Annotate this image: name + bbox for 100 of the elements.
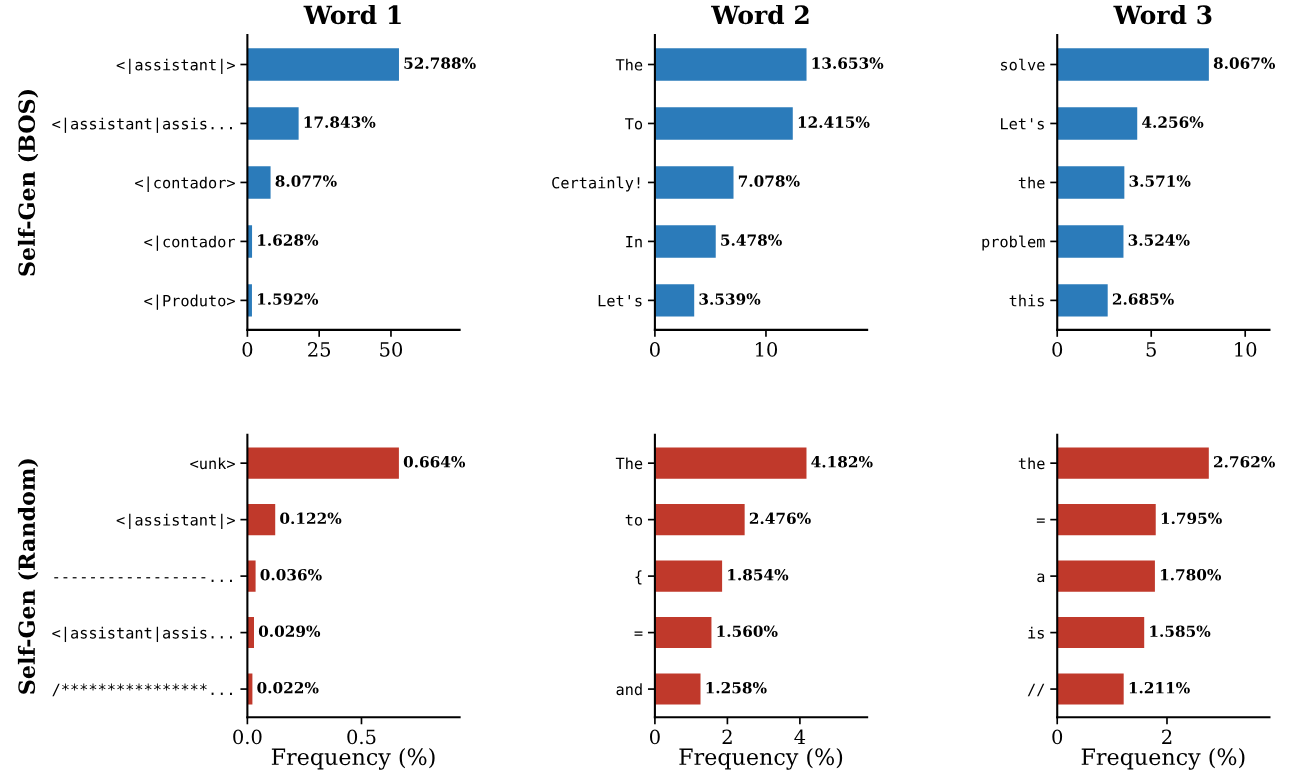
data-label: 4.182% (811, 456, 873, 468)
bar (1057, 617, 1145, 649)
y-tick-label: Let's (1001, 118, 1044, 130)
x-tick-label: 2 (722, 729, 732, 744)
data-label: 17.843% (304, 116, 376, 128)
x-tick-label: 0 (650, 729, 660, 745)
bar (1057, 560, 1155, 592)
x-tick-label: 10 (755, 342, 778, 357)
bar (1057, 107, 1138, 140)
y-tick-label: the (1018, 457, 1045, 470)
y-tick-label: <|assistant|> (116, 58, 235, 74)
x-tick-label: 50 (380, 342, 403, 357)
y-tick-label: <|assistant|> (116, 513, 235, 530)
y-tick-label: In (626, 236, 642, 248)
data-label: 3.571% (1129, 175, 1191, 187)
y-tick-label: Let's (598, 295, 642, 307)
x-tick-label: 0.5 (347, 729, 376, 745)
data-label: 5.478% (721, 234, 782, 246)
data-label: 0.036% (260, 568, 322, 581)
data-label: 8.067% (1213, 57, 1276, 69)
x-axis-title: Frequency (%) (1081, 747, 1245, 770)
data-label: 2.685% (1112, 293, 1174, 305)
data-label: 12.415% (798, 116, 870, 128)
bar (1057, 504, 1156, 536)
y-tick-label: this (1009, 294, 1044, 307)
x-tick-label: 0 (1052, 729, 1063, 745)
data-label: 1.780% (1160, 568, 1222, 581)
data-label: 1.560% (717, 625, 778, 638)
data-label: 0.664% (403, 456, 466, 468)
data-label: 1.854% (728, 568, 789, 581)
bar (1057, 225, 1124, 258)
data-label: 4.256% (1142, 116, 1204, 128)
y-tick-label: a (1037, 573, 1045, 583)
y-tick-label: // (1027, 683, 1045, 697)
data-label: 3.539% (699, 293, 761, 305)
bar (654, 560, 723, 592)
data-label: 0.022% (257, 681, 319, 694)
data-label: 8.077% (275, 175, 337, 187)
data-label: 13.653% (812, 57, 884, 69)
y-tick-label: The (615, 457, 643, 470)
data-label: 1.258% (706, 681, 767, 694)
data-label: 0.029% (258, 625, 321, 638)
y-tick-label: To (625, 118, 643, 130)
bar (654, 284, 695, 317)
data-label: 2.762% (1213, 456, 1275, 468)
data-label: 1.592% (257, 293, 319, 305)
bar (247, 560, 256, 592)
bar (654, 447, 807, 479)
y-tick-label: <unk> (190, 457, 235, 470)
bar (654, 617, 712, 649)
y-tick-label: Certainly! (552, 176, 640, 192)
bar (654, 504, 745, 536)
bar (1057, 166, 1125, 199)
y-tick-label: <|assistant|assis... (52, 626, 232, 643)
bar (1057, 673, 1124, 705)
x-tick-label: 0 (1052, 342, 1063, 357)
y-tick-label: <|contador> (135, 176, 235, 192)
data-label: 2.476% (749, 512, 811, 525)
chart-title: Word 2 (711, 4, 809, 25)
x-tick-label: 0.0 (233, 729, 262, 745)
y-axis-title: Self-Gen (BOS) (17, 89, 39, 276)
y-tick-label: <|contador (144, 235, 235, 251)
x-tick-label: 0 (650, 342, 660, 357)
bar (247, 166, 271, 199)
x-tick-label: 0 (242, 342, 253, 357)
bar (654, 107, 793, 140)
bar (247, 504, 276, 536)
bar (654, 48, 807, 81)
y-tick-label: /****************... (52, 683, 232, 697)
bar (247, 447, 399, 479)
y-tick-label: <|assistant|assis... (52, 117, 232, 133)
x-tick-label: 5 (1146, 342, 1156, 357)
y-tick-label: <|Produto> (144, 294, 235, 310)
y-tick-label: -----------------... (54, 577, 232, 582)
data-label: 0.122% (280, 512, 342, 525)
data-label: 1.211% (1129, 681, 1190, 694)
bar (247, 107, 299, 140)
data-label: 1.795% (1161, 512, 1222, 525)
bar (654, 673, 701, 705)
y-tick-label: = (634, 631, 643, 636)
bar (247, 48, 399, 81)
chart-title: Word 1 (303, 4, 401, 25)
y-tick-label: problem (982, 235, 1045, 251)
y-tick-label: The (615, 58, 643, 71)
bar (654, 225, 716, 258)
y-tick-label: = (1036, 518, 1045, 523)
data-label: 1.585% (1150, 625, 1211, 638)
data-label: 3.524% (1128, 234, 1190, 246)
data-label: 52.788% (404, 57, 476, 69)
x-tick-label: 4 (794, 729, 806, 744)
y-axis-title: Self-Gen (Random) (17, 459, 39, 694)
y-tick-label: to (625, 514, 643, 526)
data-label: 7.078% (738, 175, 800, 187)
y-tick-label: the (1018, 176, 1045, 189)
y-tick-label: is (1028, 626, 1044, 639)
bar (1057, 447, 1209, 479)
x-axis-title: Frequency (%) (271, 747, 435, 770)
bar (654, 166, 734, 199)
y-tick-label: { (635, 570, 642, 585)
chart-title: Word 3 (1113, 4, 1212, 25)
